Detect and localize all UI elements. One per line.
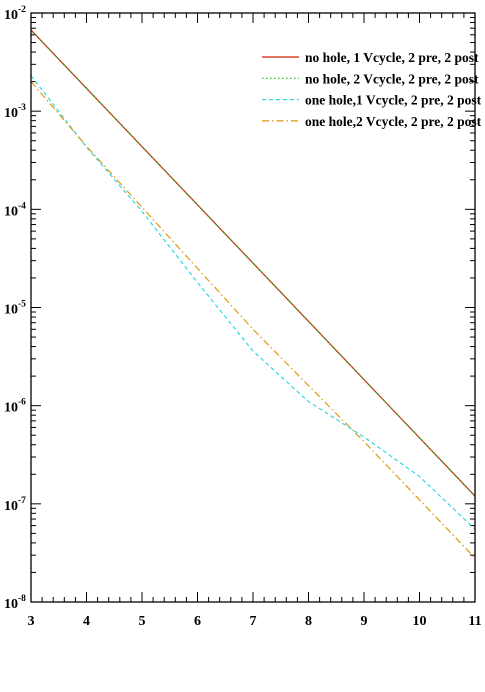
y-tick-labels: 10-8 10-7 10-6 10-5 10-4 10-3 10-2 xyxy=(4,5,26,612)
legend-label-3: one hole,1 Vcycle, 2 pre, 2 post xyxy=(305,93,482,108)
y-tick-label: 10-7 xyxy=(4,496,26,514)
series-line-3 xyxy=(30,75,476,530)
x-tick-label: 8 xyxy=(305,614,312,629)
series-lines xyxy=(30,29,476,559)
x-tick-label: 11 xyxy=(468,614,481,629)
x-tick-label: 4 xyxy=(83,614,90,629)
y-tick-label: 10-3 xyxy=(4,103,26,121)
y-tick-label: 10-8 xyxy=(4,594,26,612)
x-tick-label: 3 xyxy=(28,614,35,629)
x-tick-label: 6 xyxy=(194,614,201,629)
series-line-4 xyxy=(30,81,476,559)
tick-marks xyxy=(30,12,476,603)
x-tick-label: 10 xyxy=(413,614,427,629)
series-line-2 xyxy=(30,29,476,497)
legend-label-4: one hole,2 Vcycle, 2 pre, 2 post xyxy=(305,114,482,129)
y-tick-label: 10-5 xyxy=(4,300,26,318)
y-tick-label: 10-2 xyxy=(4,5,26,23)
plot-frame xyxy=(30,12,476,603)
legend-label-2: no hole, 2 Vcycle, 2 pre, 2 post xyxy=(305,71,479,86)
y-tick-label: 10-4 xyxy=(4,201,26,219)
legend: no hole, 1 Vcycle, 2 pre, 2 post no hole,… xyxy=(262,50,482,129)
x-tick-label: 7 xyxy=(250,614,257,629)
x-tick-label: 9 xyxy=(361,614,368,629)
x-tick-label: 5 xyxy=(139,614,146,629)
x-tick-labels: 3 4 5 6 7 8 9 10 11 xyxy=(28,614,482,629)
legend-label-1: no hole, 1 Vcycle, 2 pre, 2 post xyxy=(305,50,479,65)
y-tick-label: 10-6 xyxy=(4,398,26,416)
